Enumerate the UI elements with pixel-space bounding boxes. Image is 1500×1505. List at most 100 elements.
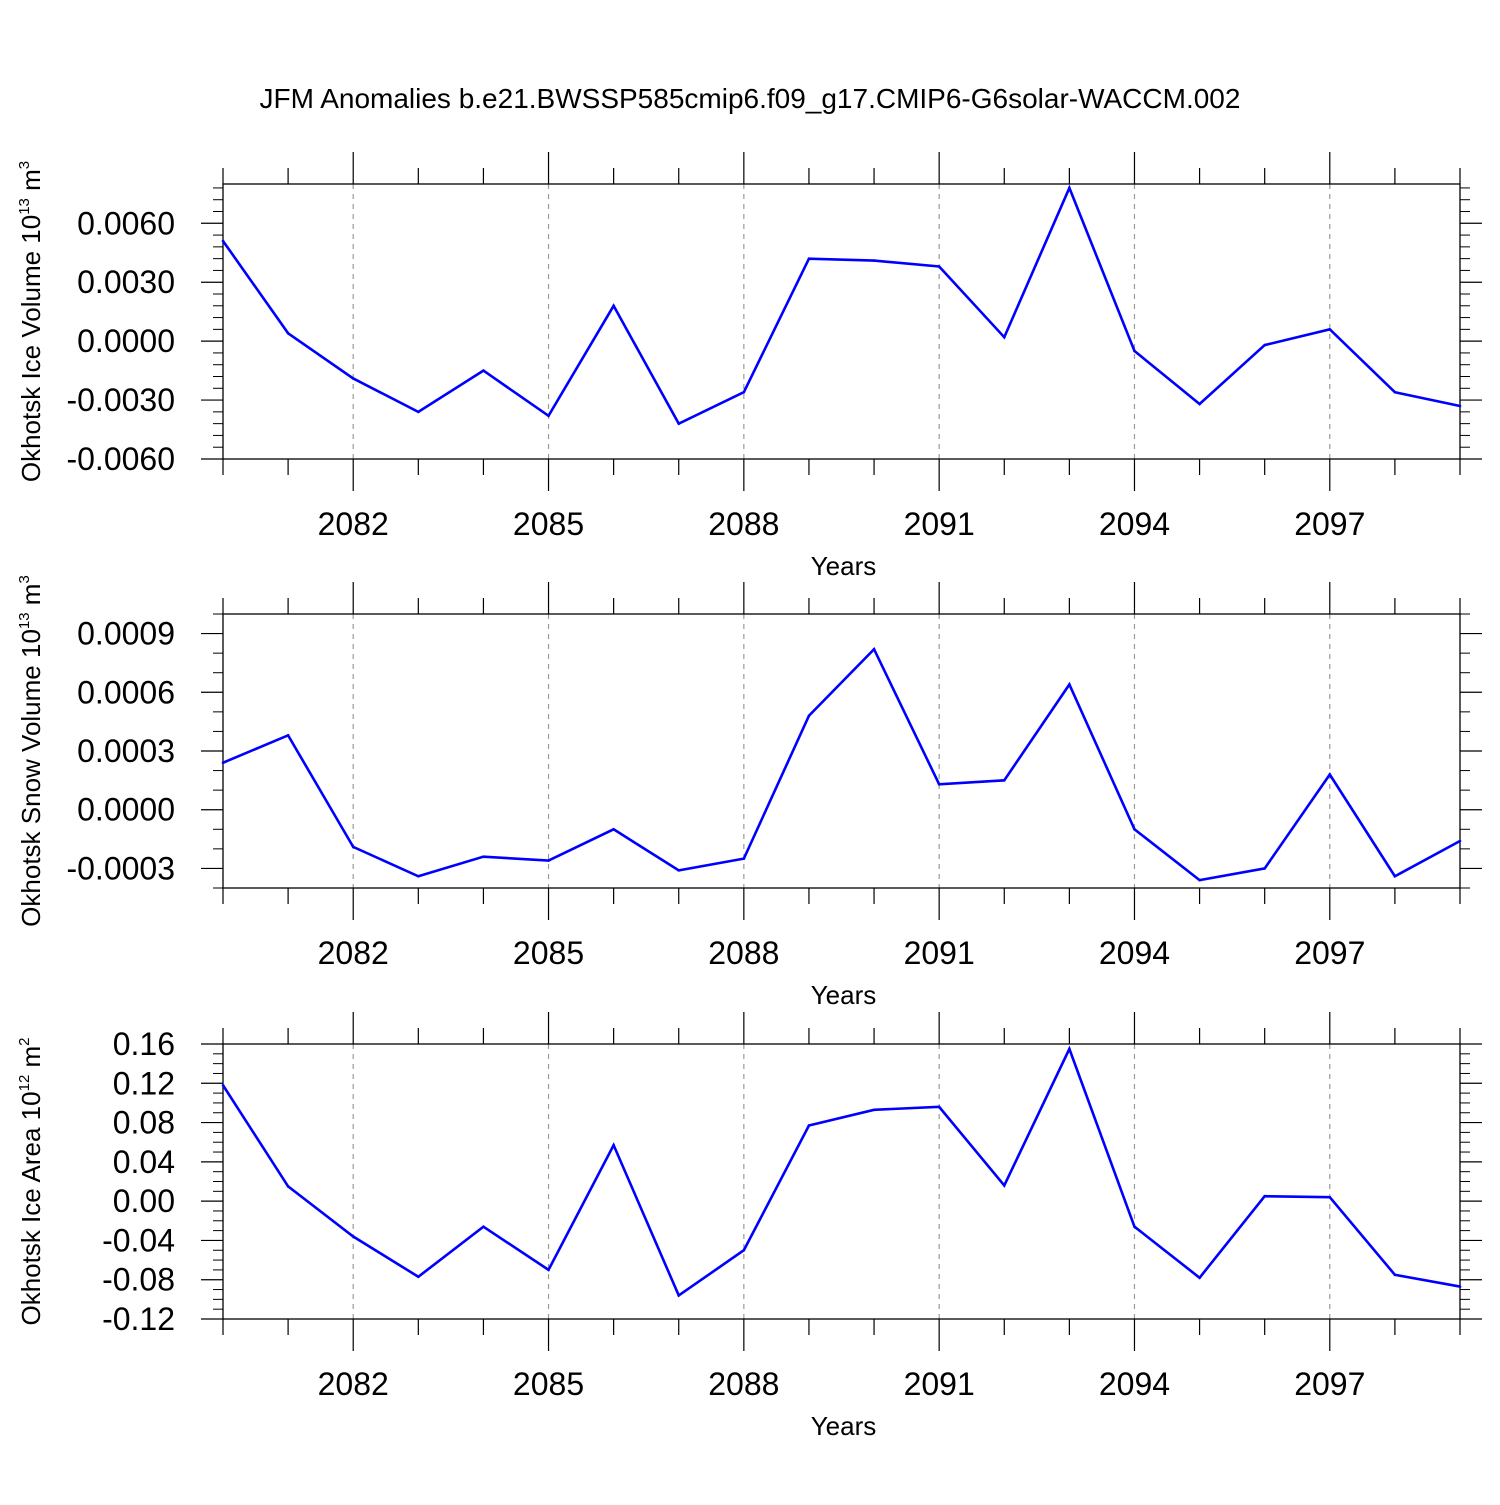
data-point (417, 1275, 420, 1279)
x-tick-label: 2085 (513, 506, 584, 542)
data-point (1068, 186, 1071, 190)
x-tick-label: 2091 (904, 935, 975, 971)
x-tick-label: 2094 (1099, 506, 1170, 542)
y-axis-label: Okhotsk Ice Volume 1013 m3 (16, 161, 46, 482)
y-label-superscript: 3 (16, 161, 33, 169)
data-point (1068, 683, 1071, 686)
data-point (1198, 402, 1201, 406)
data-point (286, 734, 290, 737)
data-point (1458, 839, 1462, 843)
x-tick-label: 2085 (513, 1366, 584, 1402)
y-label-text: Okhotsk Snow Volume 10 (16, 629, 46, 927)
y-label-superscript: 13 (16, 612, 33, 629)
data-point (872, 647, 876, 651)
data-point (1328, 1195, 1332, 1199)
data-point (417, 410, 420, 414)
series-line-1 (221, 184, 1461, 426)
y-tick-label: 0.0030 (77, 264, 175, 300)
data-point (807, 714, 811, 718)
x-tick-label: 2088 (708, 935, 779, 971)
y-tick-label: 0.04 (113, 1144, 175, 1180)
data-point (1002, 779, 1006, 782)
y-label-superscript: 12 (16, 1075, 33, 1092)
data-point (1133, 1225, 1136, 1228)
data-point (1263, 867, 1266, 870)
data-point (1393, 874, 1397, 878)
data-point (677, 1294, 681, 1297)
y-tick-label: 0.0000 (77, 323, 175, 359)
data-point (1458, 404, 1462, 408)
data-point (547, 1268, 550, 1272)
x-axis-label: Years (811, 980, 877, 1010)
x-axis-label: Years (811, 1411, 877, 1441)
data-point (286, 1185, 290, 1188)
data-point (221, 761, 225, 765)
y-tick-label: -0.0060 (66, 441, 175, 477)
data-point (612, 1143, 615, 1147)
data-point (221, 239, 225, 243)
x-tick-label: 2082 (318, 935, 389, 971)
x-tick-label: 2088 (708, 506, 779, 542)
y-label-superscript: 2 (16, 1037, 33, 1045)
y-tick-label: 0.16 (113, 1026, 175, 1062)
y-tick-label: -0.0030 (66, 382, 175, 418)
chart-panel-3: 2082 2085 2088 2091 2094 2097 Years -0.12-0.08 -… (16, 1012, 1482, 1441)
y-label-text: Okhotsk Ice Area 10 (16, 1091, 46, 1325)
data-point (807, 1124, 811, 1127)
data-point (351, 845, 355, 849)
data-point (742, 390, 746, 394)
chart-panel-1: 2082 2085 2088 2091 2094 2097 Years -0.0060 -0.0… (16, 152, 1482, 581)
y-tick-label: -0.0003 (66, 850, 175, 886)
data-point (1393, 390, 1397, 394)
data-point (1002, 335, 1006, 339)
x-tick-label: 2097 (1294, 506, 1365, 542)
data-point (937, 265, 941, 268)
data-point (677, 422, 681, 425)
y-tick-label: 0.0009 (77, 616, 175, 652)
data-point (742, 857, 746, 860)
data-point (1002, 1184, 1006, 1187)
data-point (351, 377, 355, 380)
y-tick-label: -0.04 (102, 1222, 175, 1258)
x-tick-label: 2091 (904, 1366, 975, 1402)
x-tick-label: 2085 (513, 935, 584, 971)
plot-frame (222, 183, 1461, 460)
data-point (1133, 827, 1136, 831)
data-point (547, 414, 550, 418)
data-point (1263, 343, 1266, 347)
data-point (547, 859, 550, 862)
x-tick-label: 2091 (904, 506, 975, 542)
y-tick-label: 0.00 (113, 1183, 175, 1219)
data-point (1328, 773, 1332, 776)
page-title: JFM Anomalies b.e21.BWSSP585cmip6.f09_g1… (260, 83, 1241, 114)
y-tick-label: 0.08 (113, 1105, 175, 1141)
x-tick-label: 2094 (1099, 1366, 1170, 1402)
y-label-text: m (16, 169, 46, 198)
x-tick-label: 2082 (318, 506, 389, 542)
y-label-text: m (16, 1046, 46, 1075)
data-point (1068, 1047, 1071, 1051)
data-point (1198, 878, 1201, 882)
data-point (351, 1235, 355, 1238)
data-point (612, 827, 615, 831)
data-point (286, 331, 290, 335)
data-point (482, 855, 485, 858)
x-tick-label: 2097 (1294, 1366, 1365, 1402)
y-tick-label: 0.0060 (77, 205, 175, 241)
y-tick-label: -0.12 (102, 1301, 175, 1337)
chart-panel-2: 2082 2085 2088 2091 2094 2097 Years -0.0003 0.00… (16, 575, 1482, 1010)
data-point (872, 259, 876, 262)
data-point (482, 1225, 485, 1228)
series-line-1 (222, 646, 1461, 882)
y-axis-label: Okhotsk Snow Volume 1013 m3 (16, 575, 46, 927)
data-point (1198, 1276, 1201, 1280)
data-point (612, 304, 615, 308)
x-tick-label: 2082 (318, 1366, 389, 1402)
y-tick-label: 0.0006 (77, 674, 175, 710)
x-tick-label: 2094 (1099, 935, 1170, 971)
plot-frame (222, 613, 1461, 889)
data-point (1263, 1194, 1266, 1198)
data-point (1133, 349, 1136, 353)
